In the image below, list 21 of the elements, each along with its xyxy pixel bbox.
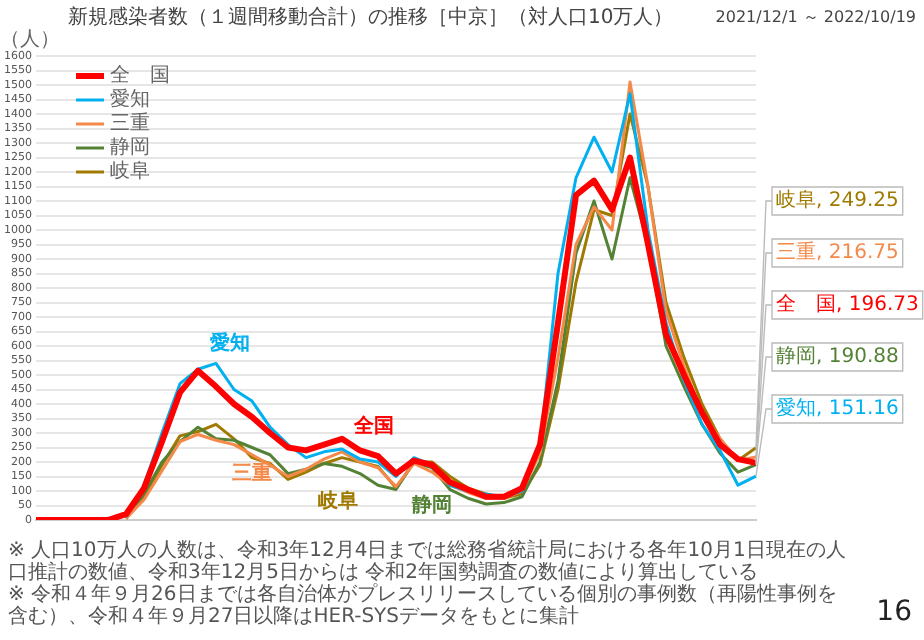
y-axis-title: （人） bbox=[0, 29, 60, 52]
annotation: 全国 bbox=[352, 414, 395, 439]
text: ※ 人口10万人の人数は、令和3年12月4日までは総務省統計局における各年10月1日現在の人口推計の数値、令和3年12月5日からは 令和2年国勢調査の数値により算出している bbox=[8, 540, 848, 584]
legend-label: 愛知 bbox=[109, 87, 150, 112]
annotation: 三重 bbox=[232, 460, 272, 485]
text: ※ 令和４年９月26日までは各自治体がプレスリリースしている個別の事例数（再陽性事例を含む）、令和４年９月27日以降はHER-SYSデータをもとに集計 bbox=[8, 584, 839, 628]
legend-label: 三重 bbox=[109, 111, 150, 136]
annotation: 岐阜 bbox=[318, 488, 359, 513]
text: 岐阜, 249.25 bbox=[776, 188, 899, 213]
text: 全 国, 196.73 bbox=[776, 292, 919, 317]
text: 16 bbox=[876, 596, 912, 628]
annotation: 愛知 bbox=[210, 330, 251, 355]
text: 静岡, 190.88 bbox=[776, 344, 899, 369]
chart-title: 新規感染者数（１週間移動合計）の推移［中京］（対人口10万人） bbox=[68, 5, 674, 30]
text: 愛知, 151.16 bbox=[776, 396, 899, 421]
annotation: 静岡 bbox=[410, 493, 452, 518]
legend-label: 全 国 bbox=[109, 63, 170, 88]
text: 三重, 216.75 bbox=[776, 240, 899, 265]
legend-label: 静岡 bbox=[109, 135, 150, 160]
text: 2021/12/1 ～ 2022/10/19 bbox=[715, 8, 916, 27]
legend-label: 岐阜 bbox=[109, 159, 150, 184]
